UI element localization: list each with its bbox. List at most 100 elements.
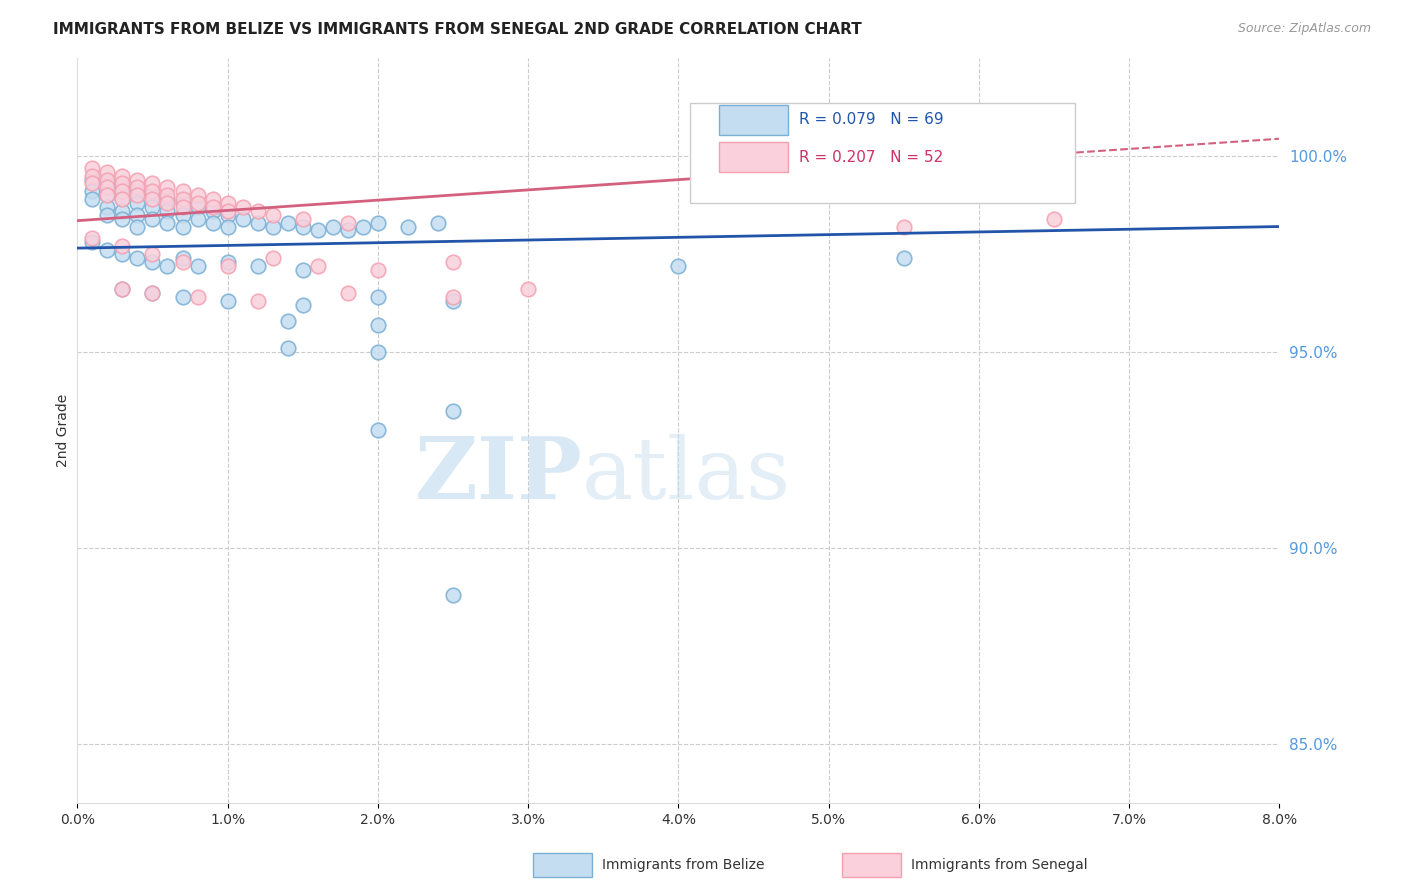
Point bbox=[141, 200, 163, 214]
Text: atlas: atlas bbox=[582, 434, 792, 516]
Point bbox=[201, 216, 224, 230]
Point bbox=[246, 216, 269, 230]
Text: Source: ZipAtlas.com: Source: ZipAtlas.com bbox=[1237, 22, 1371, 36]
FancyBboxPatch shape bbox=[690, 103, 1076, 203]
Point bbox=[82, 177, 104, 191]
Point bbox=[156, 192, 179, 206]
Point bbox=[141, 184, 163, 198]
Point bbox=[277, 341, 299, 355]
Point bbox=[441, 404, 464, 418]
Point bbox=[82, 172, 104, 186]
Text: Immigrants from Senegal: Immigrants from Senegal bbox=[911, 858, 1088, 871]
Text: ZIP: ZIP bbox=[415, 434, 582, 517]
Point bbox=[111, 282, 134, 296]
Point bbox=[187, 196, 209, 211]
Point bbox=[232, 211, 254, 226]
Point bbox=[367, 345, 389, 359]
Point bbox=[246, 293, 269, 308]
Point bbox=[668, 259, 690, 273]
Point bbox=[352, 219, 374, 234]
Point bbox=[217, 293, 239, 308]
Point bbox=[277, 313, 299, 327]
Point bbox=[367, 216, 389, 230]
Point bbox=[307, 223, 329, 237]
Point bbox=[336, 223, 359, 237]
FancyBboxPatch shape bbox=[720, 142, 787, 172]
Point bbox=[127, 188, 149, 202]
Point bbox=[82, 231, 104, 245]
Point bbox=[82, 169, 104, 183]
Point bbox=[262, 208, 284, 222]
Point bbox=[96, 200, 118, 214]
Point bbox=[441, 588, 464, 602]
Point bbox=[187, 290, 209, 304]
Point bbox=[172, 208, 194, 222]
Point bbox=[336, 216, 359, 230]
Point bbox=[96, 172, 118, 186]
Point bbox=[262, 219, 284, 234]
Point bbox=[201, 192, 224, 206]
Point bbox=[82, 161, 104, 175]
Point bbox=[217, 219, 239, 234]
Point bbox=[141, 255, 163, 269]
Point bbox=[111, 192, 134, 206]
Point bbox=[127, 219, 149, 234]
Point bbox=[127, 172, 149, 186]
Point bbox=[156, 180, 179, 194]
Point bbox=[262, 251, 284, 265]
Point bbox=[441, 255, 464, 269]
Point bbox=[893, 251, 915, 265]
Point bbox=[232, 200, 254, 214]
Point bbox=[96, 243, 118, 257]
Point bbox=[111, 239, 134, 253]
Point bbox=[141, 192, 163, 206]
Point bbox=[246, 203, 269, 218]
Point bbox=[441, 293, 464, 308]
Point bbox=[172, 192, 194, 206]
Point bbox=[111, 169, 134, 183]
Point bbox=[156, 216, 179, 230]
Point bbox=[156, 259, 179, 273]
Point bbox=[322, 219, 344, 234]
Point bbox=[111, 180, 134, 194]
Point bbox=[156, 196, 179, 211]
Text: R = 0.207   N = 52: R = 0.207 N = 52 bbox=[799, 150, 943, 164]
Point bbox=[307, 259, 329, 273]
Point bbox=[246, 259, 269, 273]
Point bbox=[187, 259, 209, 273]
Point bbox=[127, 251, 149, 265]
Point bbox=[96, 180, 118, 194]
FancyBboxPatch shape bbox=[720, 105, 787, 135]
Point bbox=[217, 196, 239, 211]
Text: R = 0.079   N = 69: R = 0.079 N = 69 bbox=[799, 112, 943, 128]
Point bbox=[111, 211, 134, 226]
Point bbox=[111, 203, 134, 218]
Point bbox=[277, 216, 299, 230]
Point bbox=[217, 208, 239, 222]
Point bbox=[82, 184, 104, 198]
Text: IMMIGRANTS FROM BELIZE VS IMMIGRANTS FROM SENEGAL 2ND GRADE CORRELATION CHART: IMMIGRANTS FROM BELIZE VS IMMIGRANTS FRO… bbox=[53, 22, 862, 37]
Point bbox=[82, 235, 104, 250]
Point bbox=[441, 290, 464, 304]
Point bbox=[201, 200, 224, 214]
Point bbox=[156, 188, 179, 202]
Point bbox=[217, 203, 239, 218]
Point bbox=[1043, 211, 1066, 226]
Point bbox=[127, 208, 149, 222]
Point bbox=[217, 259, 239, 273]
Point bbox=[111, 247, 134, 261]
Point bbox=[172, 219, 194, 234]
Point bbox=[111, 184, 134, 198]
Point bbox=[127, 184, 149, 198]
Point bbox=[336, 286, 359, 301]
Point bbox=[127, 196, 149, 211]
Point bbox=[201, 203, 224, 218]
Point bbox=[893, 219, 915, 234]
Point bbox=[156, 203, 179, 218]
Point bbox=[217, 255, 239, 269]
Point bbox=[187, 188, 209, 202]
Point bbox=[187, 211, 209, 226]
Point bbox=[96, 177, 118, 191]
Point bbox=[141, 286, 163, 301]
Point bbox=[172, 184, 194, 198]
